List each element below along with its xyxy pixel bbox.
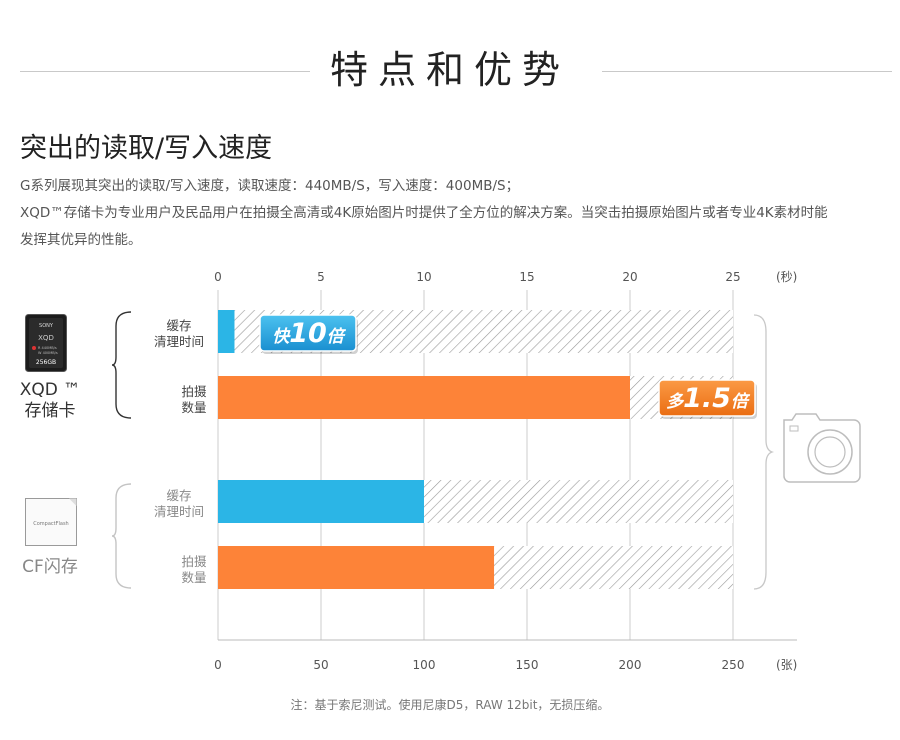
row-label-line: 缓存 (166, 318, 192, 333)
top-tick-label: 25 (725, 270, 740, 284)
brace-cf (111, 483, 132, 589)
row-label-line: 数量 (181, 400, 207, 415)
bottom-axis-unit: (张) (776, 658, 797, 672)
badge-value: 1.5 (683, 383, 731, 414)
row-label-cf-shots: 拍摄 数量 (155, 554, 233, 586)
row-label-line: 拍摄 (181, 554, 207, 569)
cf-label: CF闪存 (22, 557, 78, 577)
badge-text: 快10倍 (272, 318, 347, 349)
row-label-line: 清理时间 (153, 504, 204, 519)
badge-prefix: 快 (272, 327, 291, 347)
badge-body (658, 379, 756, 417)
row-label-line: 缓存 (166, 488, 192, 503)
group-braces (111, 311, 775, 590)
badge-body (259, 314, 357, 352)
badge-suffix: 倍 (327, 327, 347, 347)
top-tick-label: 10 (416, 270, 431, 284)
bar-buffer (218, 310, 235, 353)
xqd-label-line-2: 存储卡 (24, 401, 76, 421)
row-label-cf-buffer: 缓存 清理时间 (140, 488, 218, 520)
brace-xqd (111, 311, 132, 419)
xqd-card-capacity: 256GB (36, 359, 56, 366)
cf-card-icon: CompactFlash (25, 498, 77, 546)
camera-icon (783, 413, 861, 483)
xqd-card-brand: SONY (39, 323, 54, 329)
top-tick-label: 0 (214, 270, 222, 284)
title-rule-right (602, 71, 892, 72)
bottom-tick-label: 50 (313, 658, 328, 672)
description-line-3: 发挥其优异的性能。 (20, 232, 142, 248)
brace-camera (753, 314, 775, 590)
bar-buffer (218, 480, 424, 523)
xqd-card-model: XQD (38, 334, 54, 342)
badge-more: 多1.5倍 (658, 379, 757, 419)
cf-card-text: CompactFlash (33, 521, 68, 527)
row-label-line: 数量 (181, 570, 207, 585)
bar-shots (218, 546, 495, 589)
title-rule-left (20, 71, 310, 72)
bottom-tick-label: 100 (413, 658, 436, 672)
badge-prefix: 多 (666, 392, 685, 412)
xqd-card-icon: SONY XQD R 440MB/s W 400MB/s 256GB (25, 314, 67, 372)
bar-shots (218, 376, 630, 419)
bottom-tick-label: 0 (214, 658, 222, 672)
row-label-xqd-buffer: 缓存 清理时间 (140, 318, 218, 350)
top-tick-label: 20 (622, 270, 637, 284)
xqd-label-line-1: XQD ™ (19, 380, 81, 400)
description-line-1: G系列展现其突出的读取/写入速度，读取速度：440MB/S，写入速度：400MB… (20, 178, 520, 194)
badge-text: 多1.5倍 (666, 383, 751, 414)
row-label-line: 拍摄 (181, 384, 207, 399)
bottom-tick-label: 150 (516, 658, 539, 672)
badge-fast: 快10倍 (259, 314, 358, 354)
top-axis-unit: (秒) (776, 270, 797, 284)
row-label-xqd-shots: 拍摄 数量 (155, 384, 233, 416)
xqd-card-spec1: R 440MB/s (38, 346, 57, 350)
bottom-tick-label: 200 (619, 658, 642, 672)
xqd-label: XQD ™ 存储卡 (10, 380, 90, 422)
badge-value: 10 (289, 318, 327, 349)
top-tick-label: 5 (317, 270, 325, 284)
description-line-2: XQD™存储卡为专业用户及民品用户在拍摄全高清或4K原始图片时提供了全方位的解决… (20, 205, 828, 221)
badge-suffix: 倍 (731, 392, 751, 412)
axis-ticks: 0 5 10 15 20 250 50 100 150 200 250(秒)(张) (214, 270, 797, 672)
page-title: 特点和优势 (0, 42, 900, 98)
footnote: 注：基于索尼测试。使用尼康D5，RAW 12bit，无损压缩。 (290, 698, 610, 712)
bottom-tick-label: 250 (722, 658, 745, 672)
section-heading: 突出的读取/写入速度 (20, 133, 273, 164)
xqd-card-spec2: W 400MB/s (38, 351, 58, 355)
top-tick-label: 15 (519, 270, 534, 284)
row-label-line: 清理时间 (153, 334, 204, 349)
